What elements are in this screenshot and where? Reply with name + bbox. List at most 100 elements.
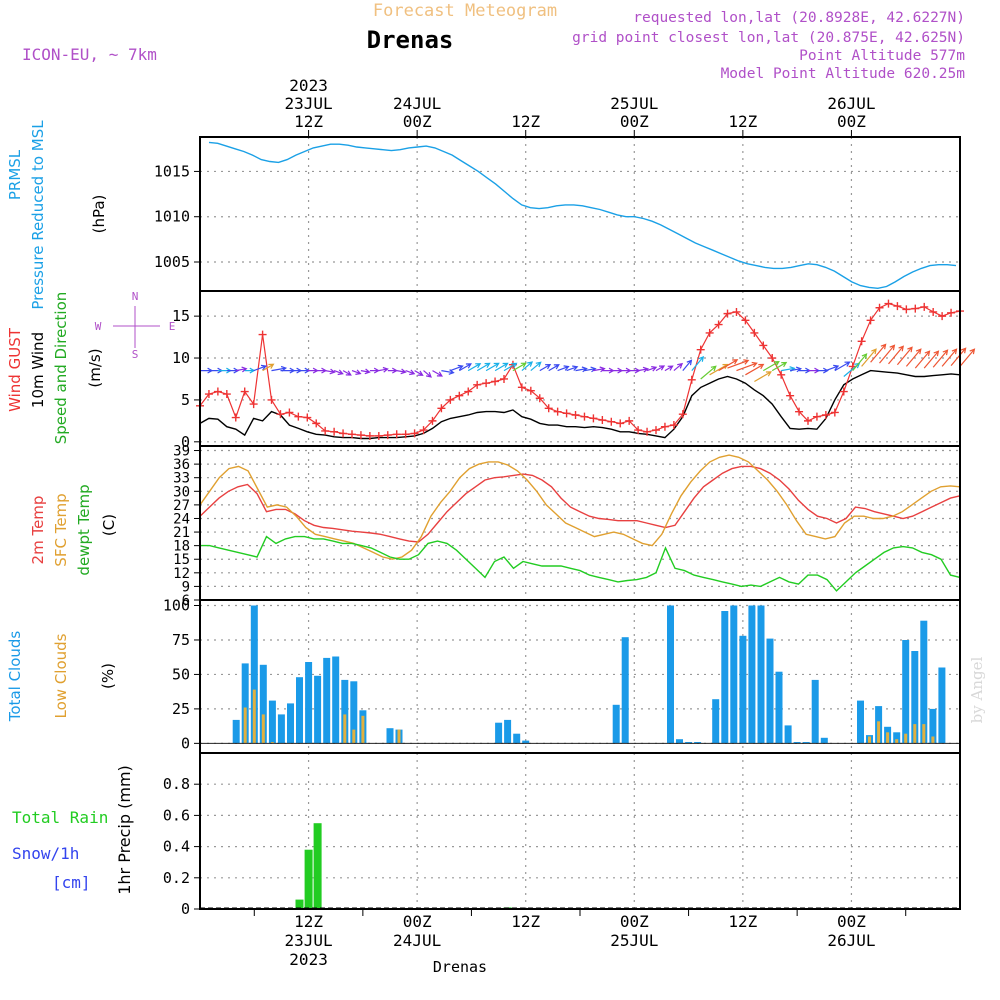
wind-direction-arrow xyxy=(494,362,509,372)
total-cloud-bar xyxy=(667,605,674,744)
gust-point xyxy=(857,337,866,346)
total-cloud-bar xyxy=(259,664,267,744)
x-tick-label-top: 12Z xyxy=(728,112,757,131)
gust-point xyxy=(321,426,330,435)
wind-direction-arrow xyxy=(316,367,328,374)
total-cloud-bar xyxy=(305,662,313,744)
x-tick-label-top: 12Z xyxy=(294,112,323,131)
y-tick-label: 1005 xyxy=(154,253,190,271)
wind-direction-arrow xyxy=(718,359,739,372)
gust-point xyxy=(303,413,312,422)
gust-point xyxy=(428,416,437,425)
gust-point xyxy=(660,422,669,431)
wind-direction-arrow xyxy=(950,347,967,366)
y-tick-label: 10 xyxy=(172,349,190,367)
low-cloud-bar xyxy=(868,736,871,744)
y-tick-label: 12 xyxy=(173,566,190,582)
y-tick-label: 6 xyxy=(182,593,190,609)
wind-direction-arrow xyxy=(333,369,344,376)
total-cloud-bar xyxy=(612,704,620,744)
wind-direction-arrow xyxy=(914,350,931,369)
gust-point xyxy=(491,377,500,386)
direction-label: Speed and Direction xyxy=(52,292,70,445)
wind-direction-arrow xyxy=(888,345,905,365)
gust-point xyxy=(786,391,795,400)
gust-point xyxy=(714,320,723,329)
total-cloud-bar xyxy=(902,640,910,744)
gust-point xyxy=(571,411,580,419)
low-cloud-bar xyxy=(261,714,265,744)
x-tick-label-bottom: 24JUL xyxy=(393,931,441,950)
gust-point xyxy=(875,303,884,312)
wind-direction-arrow xyxy=(932,349,949,368)
wind-direction-arrow xyxy=(512,362,527,372)
total-cloud-bar xyxy=(694,742,702,744)
gust-point xyxy=(625,416,634,425)
gust-point xyxy=(866,316,875,325)
total-cloud-bar xyxy=(287,703,294,744)
gust-point xyxy=(947,308,956,317)
gust-point xyxy=(348,430,356,439)
gust-point xyxy=(669,421,678,430)
wind-direction-arrow xyxy=(396,368,407,375)
wind-direction-arrow xyxy=(414,370,424,376)
wind-speed-line xyxy=(199,369,961,440)
low-cloud-bar xyxy=(895,739,899,744)
total-cloud-bar xyxy=(232,719,240,744)
gust-point xyxy=(839,387,848,396)
gust-point xyxy=(410,429,419,438)
cloud-unit: (%) xyxy=(99,663,117,689)
total-cloud-bar xyxy=(250,605,258,744)
tsfc-label: SFC Temp xyxy=(52,493,70,566)
gust-point xyxy=(312,419,321,428)
wind-direction-arrow xyxy=(700,365,717,380)
total-cloud-bar xyxy=(504,719,512,744)
wind-direction-arrow xyxy=(691,355,705,371)
low-cloud-bar xyxy=(904,733,908,744)
gust-point xyxy=(732,307,741,316)
gust-point xyxy=(562,409,571,418)
gust-point xyxy=(830,408,839,417)
gust-point xyxy=(741,316,750,325)
wind-direction-arrow xyxy=(584,366,597,373)
y-tick-label: 36 xyxy=(173,457,190,473)
wind-direction-arrow xyxy=(476,362,491,372)
y-tick-label: 0.4 xyxy=(163,838,190,856)
y-tick-label: 0.2 xyxy=(163,869,190,887)
wind-direction-arrow xyxy=(941,348,958,367)
gust-point xyxy=(455,391,464,400)
precip-unit: 1hr Precip (mm) xyxy=(115,765,134,895)
x-tick-label-top: 00Z xyxy=(620,112,649,131)
text-layer: 1005101010150510156912151821242730333639… xyxy=(6,1,986,976)
y-tick-label: 39 xyxy=(173,444,190,460)
gust-point xyxy=(356,431,365,440)
y-tick-label: 15 xyxy=(172,307,190,325)
y-tick-label: 33 xyxy=(173,471,190,487)
y-tick-label: 15 xyxy=(173,552,190,568)
wind-direction-arrow xyxy=(754,371,772,383)
low-cloud-bar xyxy=(352,729,356,744)
gust-point xyxy=(339,429,348,438)
total-cloud-bar xyxy=(730,605,738,744)
wind-direction-arrow xyxy=(351,369,362,375)
total-cloud-bar xyxy=(721,611,729,744)
wind-direction-arrow xyxy=(861,348,877,367)
total-cloud-bar xyxy=(811,679,819,744)
gust-point xyxy=(705,328,714,337)
wind-direction-arrow xyxy=(467,363,482,372)
low-cloud-bar xyxy=(886,732,890,744)
gust-point xyxy=(768,354,777,363)
rain-bar xyxy=(304,849,313,909)
wind-direction-arrow xyxy=(834,361,851,372)
snow-label: Snow/1h xyxy=(12,844,79,863)
low-cloud-bar xyxy=(922,724,926,744)
x-tick-label-bottom: 00Z xyxy=(403,912,432,931)
wind-direction-arrow xyxy=(655,365,666,372)
gust-point xyxy=(795,407,804,416)
dewpt-label: dewpt Temp xyxy=(75,484,93,575)
gust-point xyxy=(258,330,267,339)
point-altitude: Point Altitude 577m xyxy=(799,48,965,64)
gust-point xyxy=(821,411,830,419)
y-tick-label: 0.8 xyxy=(163,775,190,793)
